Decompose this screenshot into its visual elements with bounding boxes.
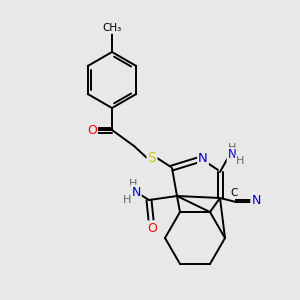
Text: C: C — [230, 188, 238, 198]
Text: N: N — [251, 194, 261, 206]
Text: S: S — [148, 151, 156, 165]
Text: O: O — [147, 221, 157, 235]
Text: H: H — [228, 143, 236, 153]
Text: N: N — [131, 185, 141, 199]
Text: N: N — [198, 152, 208, 164]
Text: H: H — [236, 156, 244, 166]
Text: H: H — [129, 179, 137, 189]
Text: N: N — [228, 148, 236, 161]
Text: O: O — [87, 124, 97, 136]
Text: H: H — [123, 195, 131, 205]
Text: CH₃: CH₃ — [102, 23, 122, 33]
